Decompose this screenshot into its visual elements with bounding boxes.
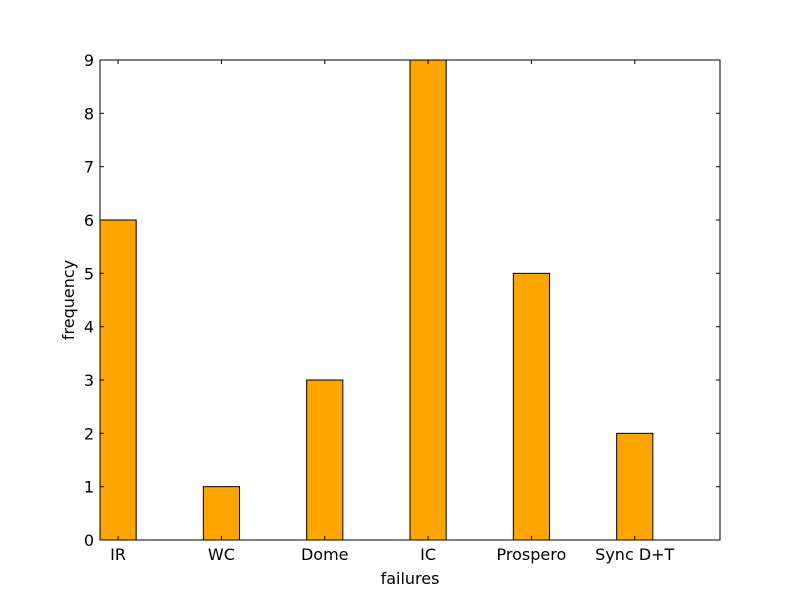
y-tick-label: 6: [84, 211, 94, 230]
x-tick-label: WC: [208, 545, 235, 564]
x-axis-label: failures: [381, 569, 440, 588]
bar-ic: [409, 59, 447, 541]
plot-frame: [99, 59, 721, 541]
x-tick-label: Dome: [301, 545, 349, 564]
bar-sync-d-t: [616, 432, 654, 541]
x-tick-label: Prospero: [497, 545, 567, 564]
bar-wc: [202, 486, 240, 541]
bar-dome: [306, 379, 344, 541]
y-tick-label: 3: [84, 371, 94, 390]
bars-group: [99, 59, 654, 541]
y-tick-label: 8: [84, 104, 94, 123]
y-tick-label: 0: [84, 531, 94, 550]
y-tick-label: 7: [84, 158, 94, 177]
y-tick-label: 2: [84, 424, 94, 443]
y-axis-label: frequency: [59, 260, 78, 340]
x-tick-label: Sync D+T: [595, 545, 674, 564]
bar-ir: [99, 219, 137, 541]
tick-labels-group: IR WC Dome IC Prospero Sync D+T 0 1 2 3 4 5 6 7 8 9: [84, 51, 675, 564]
y-tick-label: 4: [84, 318, 94, 337]
bar-prospero: [512, 272, 550, 541]
y-tick-label: 9: [84, 51, 94, 70]
x-tick-label: IR: [110, 545, 126, 564]
x-tick-label: IC: [420, 545, 436, 564]
y-tick-label: 5: [84, 264, 94, 283]
y-tick-label: 1: [84, 478, 94, 497]
